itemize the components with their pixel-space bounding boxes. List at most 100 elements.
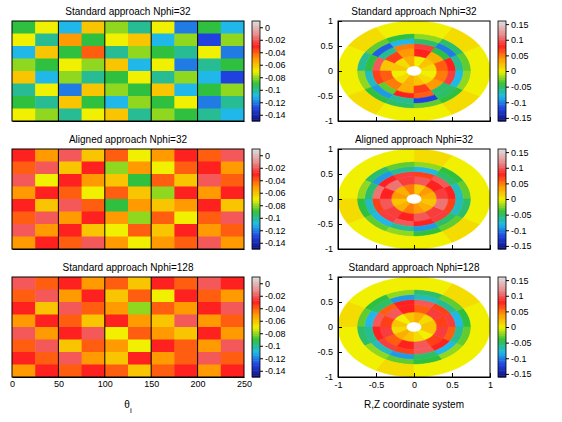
- grid-line: [197, 21, 198, 121]
- tick-label: -0.12: [265, 98, 286, 108]
- tick-label: -0.14: [265, 238, 286, 248]
- tick: 0: [328, 66, 342, 76]
- tick-label: 0.1: [511, 163, 524, 173]
- tick: [414, 245, 415, 249]
- plot-frame: [12, 277, 244, 377]
- tick: 0.1: [506, 35, 524, 45]
- grid-line: [58, 149, 59, 249]
- cell: [105, 199, 129, 212]
- cell: [82, 96, 106, 109]
- cell: [151, 199, 175, 212]
- cell: [174, 352, 198, 365]
- tick-label: 1: [328, 16, 333, 26]
- cell: [151, 96, 175, 109]
- tick-label: 0: [328, 322, 333, 332]
- cell: [82, 224, 106, 237]
- tick-mark: [260, 308, 263, 309]
- tick-mark: [260, 321, 263, 322]
- cell: [221, 290, 244, 303]
- cell: [174, 290, 198, 303]
- cell: [82, 237, 106, 250]
- cell: [198, 187, 222, 200]
- tick-label: 0: [10, 379, 15, 389]
- tick: 0.05: [506, 179, 529, 189]
- tick-mark: [506, 199, 509, 200]
- axis: 0-0.02-0.04-0.06-0.08-0.1-0.12-0.14: [260, 278, 286, 378]
- cell: [58, 302, 82, 315]
- tick-label: -0.12: [265, 354, 286, 364]
- cell: [82, 46, 106, 59]
- cell: [376, 231, 414, 249]
- tick: -0.04: [260, 176, 286, 186]
- colorbar: 0.150.10.050-0.05-0.1-0.15: [498, 148, 532, 252]
- cell: [128, 212, 152, 225]
- cell: [35, 290, 59, 303]
- tick: 0.15: [506, 276, 529, 286]
- cell: [198, 34, 222, 47]
- tick-mark: [338, 224, 342, 225]
- tick-mark: [260, 296, 263, 297]
- tick-label: 0.15: [511, 148, 529, 158]
- cell: [58, 59, 82, 72]
- tick-mark: [452, 245, 453, 249]
- tick-mark: [260, 218, 263, 219]
- cell: [414, 21, 452, 39]
- grid-line: [197, 149, 198, 249]
- tick: 0: [260, 279, 270, 289]
- panel: 050100150200250Standard approach Nphi=12…: [10, 262, 286, 415]
- cell: [105, 290, 129, 303]
- tick-mark: [506, 87, 509, 88]
- tick-mark: [338, 46, 342, 47]
- cell: [198, 149, 222, 162]
- cell: [151, 224, 175, 237]
- cell: [58, 199, 82, 212]
- cell: [82, 365, 106, 378]
- cell: [221, 96, 244, 109]
- cell: [58, 187, 82, 200]
- cell: [221, 352, 244, 365]
- cell: [105, 21, 129, 34]
- cell: [35, 59, 59, 72]
- tick: 0: [506, 322, 516, 332]
- cell: [174, 59, 198, 72]
- tick: 0.05: [506, 307, 529, 317]
- axis: 0.150.10.050-0.05-0.1-0.15: [506, 276, 532, 380]
- cell: [174, 327, 198, 340]
- tick-label: 1: [328, 272, 333, 282]
- tick-mark: [260, 371, 263, 372]
- cell: [198, 290, 222, 303]
- axis: 0-0.02-0.04-0.06-0.08-0.1-0.12-0.14: [260, 150, 286, 250]
- colorbar: 0-0.02-0.04-0.06-0.08-0.1-0.12-0.14: [252, 21, 286, 122]
- cell: [151, 327, 175, 340]
- cell: [35, 352, 59, 365]
- cell: [174, 212, 198, 225]
- cell: [221, 46, 244, 59]
- cell: [198, 212, 222, 225]
- tick: -0.05: [506, 338, 532, 348]
- tick-label: -0.1: [511, 98, 527, 108]
- cell: [82, 187, 106, 200]
- axis-line: [261, 22, 264, 122]
- tick: 150: [144, 377, 159, 389]
- cell: [58, 162, 82, 175]
- tick-label: -0.02: [265, 35, 286, 45]
- tick-label: 0.5: [320, 297, 333, 307]
- cell: [82, 340, 106, 353]
- grid-line: [151, 149, 152, 249]
- cell: [198, 174, 222, 187]
- cell: [58, 327, 82, 340]
- tick-label: -0.14: [265, 110, 286, 120]
- cell: [35, 315, 59, 328]
- tick-mark: [506, 168, 509, 169]
- tick-mark: [260, 180, 263, 181]
- cell: [128, 340, 152, 353]
- cell: [198, 352, 222, 365]
- tick-label: -0.14: [265, 366, 286, 376]
- grid-line: [104, 21, 105, 121]
- tick-mark: [260, 168, 263, 169]
- tick: -0.15: [506, 369, 532, 379]
- tick-mark: [506, 327, 509, 328]
- cell: [105, 365, 129, 378]
- cell: [58, 340, 82, 353]
- cell: [82, 59, 106, 72]
